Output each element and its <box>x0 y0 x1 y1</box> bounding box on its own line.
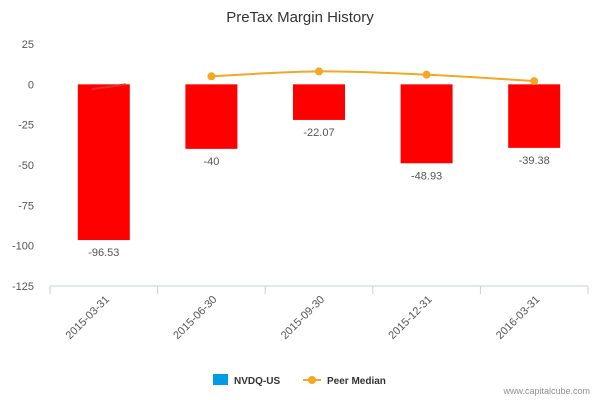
y-tick-label: -75 <box>18 200 34 212</box>
data-label: -40 <box>203 156 219 168</box>
legend: NVDQ-US Peer Median <box>213 374 386 387</box>
x-axis: 2015-03-31 2015-06-30 2015-09-30 2015-12-31… <box>49 285 589 342</box>
y-tick-label: 25 <box>22 39 34 51</box>
data-label: -39.38 <box>519 155 550 167</box>
peer-median-point <box>530 77 539 86</box>
y-tick-label: -25 <box>18 120 34 132</box>
x-tick-label: 2016-03-31 <box>494 294 542 342</box>
y-tick-label: -125 <box>12 281 34 293</box>
data-label: -22.07 <box>303 127 334 139</box>
y-axis: 25 0 -25 -50 -75 -100 -125 <box>12 39 34 293</box>
legend-label-peer: Peer Median <box>327 376 386 387</box>
y-tick-label: -100 <box>12 241 34 253</box>
peer-median-line <box>211 70 535 83</box>
chart-title: PreTax Margin History <box>226 9 374 26</box>
peer-median-series <box>91 67 539 91</box>
legend-swatch-nvdq <box>213 374 228 385</box>
legend-marker-peer <box>308 376 316 384</box>
y-tick-label: -50 <box>18 160 34 172</box>
bar <box>185 84 238 149</box>
company-line-fragment <box>91 83 126 91</box>
x-tick-label: 2015-03-31 <box>64 294 112 342</box>
x-tick-label: 2015-12-31 <box>386 294 434 342</box>
y-tick-label: 0 <box>28 79 34 91</box>
data-label: -48.93 <box>411 170 442 182</box>
peer-median-point <box>422 70 431 79</box>
bar <box>400 84 453 164</box>
peer-median-point <box>207 72 216 81</box>
data-label: -96.53 <box>88 247 119 259</box>
credit-text: www.capitalcube.com <box>502 386 590 396</box>
x-tick-label: 2015-06-30 <box>171 294 219 342</box>
bar <box>77 84 130 241</box>
peer-median-point <box>315 67 323 76</box>
bar <box>293 84 345 120</box>
x-tick-label: 2015-09-30 <box>279 294 327 342</box>
bar <box>508 84 561 148</box>
legend-label-nvdq: NVDQ-US <box>234 376 280 387</box>
bar-series: -96.53 -40 -22.07 -48.93 -39.38 <box>77 84 561 259</box>
